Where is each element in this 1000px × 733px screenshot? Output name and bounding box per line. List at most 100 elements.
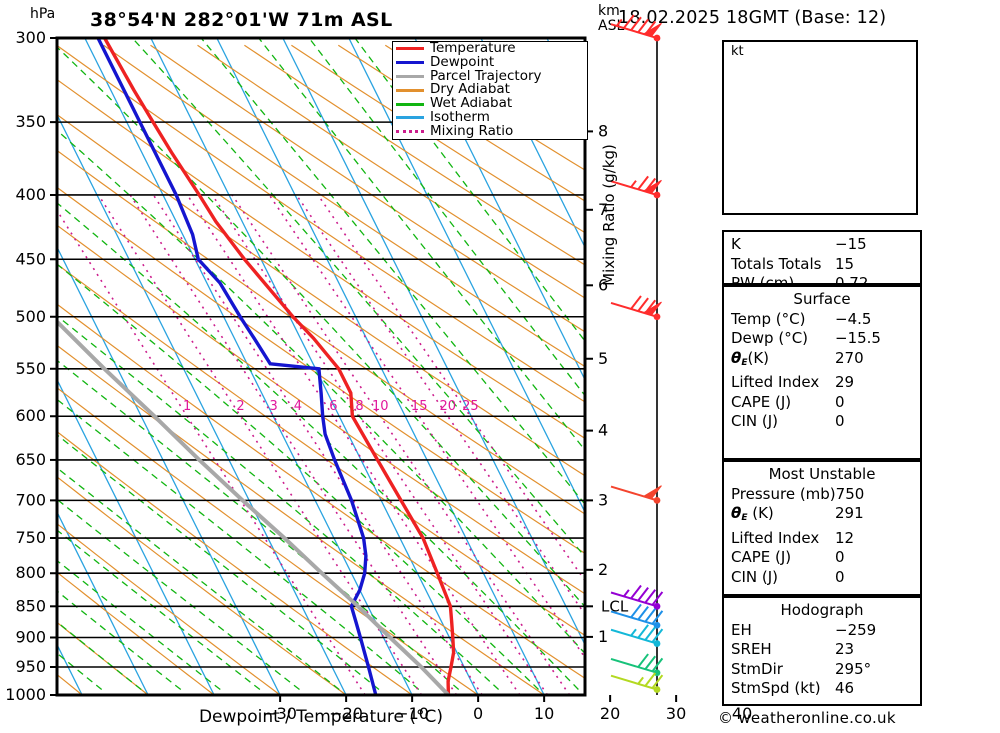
svg-text:900: 900: [15, 628, 46, 647]
row-label: Lifted Index: [731, 373, 820, 391]
table-row: StmSpd (kt) 46: [724, 679, 920, 699]
svg-text:500: 500: [15, 307, 46, 326]
legend-item-temperature: Temperature: [393, 40, 587, 56]
forecast-datetime: 18.02.2025 18GMT (Base: 12): [618, 8, 887, 28]
svg-text:10: 10: [534, 704, 554, 723]
legend-item-dry-adiabat: Dry Adiabat: [393, 83, 587, 97]
svg-text:0: 0: [473, 704, 483, 723]
table-row: Dewp (°C) −15.5: [724, 329, 920, 349]
legend-swatch: [396, 61, 424, 65]
svg-text:3: 3: [269, 399, 277, 414]
legend-swatch: [396, 74, 424, 78]
svg-text:950: 950: [15, 657, 46, 676]
svg-text:30: 30: [666, 704, 686, 723]
svg-text:1000: 1000: [5, 685, 46, 704]
svg-text:2: 2: [236, 399, 244, 414]
table-row: CIN (J) 0: [724, 568, 920, 588]
mixing-ratio-axis-label: Mixing Ratio (g/kg): [600, 144, 618, 286]
row-label: Pressure (mb): [731, 484, 836, 503]
svg-text:1: 1: [183, 399, 191, 414]
row-label: SREH: [731, 640, 772, 658]
row-value: −4.5: [835, 309, 872, 328]
svg-text:700: 700: [15, 490, 46, 509]
legend-swatch: [396, 116, 424, 120]
row-label: θE (K): [731, 504, 774, 523]
height-axis-unit: km ASL: [598, 4, 624, 34]
row-value: 12: [835, 528, 855, 547]
svg-text:6: 6: [598, 275, 608, 294]
km-unit-line2: ASL: [598, 18, 625, 34]
legend-label: Mixing Ratio: [430, 122, 514, 139]
table-row: K −15: [724, 235, 920, 255]
pressure-axis-unit: hPa: [30, 6, 56, 22]
table-row: Totals Totals 15: [724, 255, 920, 275]
svg-text:3: 3: [598, 490, 608, 509]
svg-text:450: 450: [15, 249, 46, 268]
row-value: 295°: [835, 659, 872, 678]
legend-item-dewpoint: Dewpoint: [393, 53, 587, 70]
table-row: SREH 23: [724, 640, 920, 660]
svg-text:10: 10: [372, 399, 389, 414]
km-unit-line1: km: [598, 3, 620, 19]
svg-text:15: 15: [411, 399, 428, 414]
hodograph-table: Hodograph EH −259 SREH 23 StmDir 295° StmSpd (…: [722, 596, 922, 706]
legend-item-wet-adiabat: Wet Adiabat: [393, 95, 587, 112]
table-row: CAPE (J) 0: [724, 393, 920, 413]
row-value: 750: [835, 484, 865, 503]
stability-indices-table: K −15 Totals Totals 15 PW (cm) 0.72: [722, 230, 922, 292]
mixing-ratio-labels: 1 2 3 4 6 8 10 15 20 25: [183, 399, 479, 414]
svg-text:20: 20: [440, 399, 457, 414]
legend: Temperature Dewpoint Parcel Trajectory Dry …: [392, 41, 588, 140]
table-row: CIN (J) 0: [724, 412, 920, 432]
svg-text:2: 2: [598, 560, 608, 579]
attribution: © weatheronline.co.uk: [718, 709, 896, 727]
legend-label: Wet Adiabat: [430, 95, 513, 112]
row-value: 0: [835, 412, 845, 430]
table-row: EH −259: [724, 621, 920, 641]
legend-label: Temperature: [430, 40, 516, 56]
row-value: 0: [835, 548, 845, 566]
svg-text:8: 8: [355, 399, 363, 414]
svg-text:4: 4: [598, 421, 608, 440]
k-index-label: K: [731, 235, 741, 253]
x-axis-label: Dewpoint / Temperature (°C): [199, 707, 443, 727]
table-row: θE (K) 291: [724, 504, 920, 529]
svg-text:25: 25: [462, 399, 479, 414]
k-index-value: −15: [835, 235, 867, 253]
page-title: 38°54'N 282°01'W 71m ASL: [90, 9, 393, 31]
table-row: StmDir 295°: [724, 660, 920, 680]
row-label: CAPE (J): [731, 548, 792, 566]
row-label: EH: [731, 620, 752, 639]
row-label: Dewp (°C): [731, 329, 809, 347]
table-row: Temp (°C) −4.5: [724, 310, 920, 330]
legend-swatch: [396, 130, 424, 134]
table-row: Lifted Index 29: [724, 373, 920, 393]
legend-item-mixing-ratio: Mixing Ratio: [393, 122, 587, 139]
wind-barb-column: [610, 14, 664, 695]
hodograph-title: Hodograph: [780, 601, 864, 619]
legend-item-isotherm: Isotherm: [393, 110, 587, 125]
most-unstable-table: Most Unstable Pressure (mb) 750 θE (K) 291 L…: [722, 460, 922, 596]
row-value: −15.5: [835, 329, 881, 347]
svg-text:1: 1: [598, 627, 608, 646]
svg-text:400: 400: [15, 185, 46, 204]
legend-label: Parcel Trajectory: [430, 67, 542, 84]
legend-swatch: [396, 47, 424, 51]
row-value: 0: [835, 567, 845, 586]
svg-text:550: 550: [15, 359, 46, 378]
table-row: CAPE (J) 0: [724, 548, 920, 568]
row-label: Lifted Index: [731, 528, 820, 547]
surface-title: Surface: [793, 290, 851, 308]
legend-label: Dry Adiabat: [430, 81, 510, 98]
svg-text:4: 4: [294, 399, 302, 414]
table-row: Lifted Index 12: [724, 529, 920, 549]
hodograph-panel: [722, 40, 918, 215]
legend-swatch: [396, 102, 424, 106]
row-label: StmSpd (kt): [731, 679, 821, 697]
svg-text:40: 40: [732, 704, 752, 723]
svg-text:−20: −20: [329, 704, 363, 723]
svg-text:600: 600: [15, 406, 46, 425]
legend-label: Dewpoint: [430, 53, 495, 70]
svg-text:5: 5: [598, 349, 608, 368]
svg-text:850: 850: [15, 596, 46, 615]
